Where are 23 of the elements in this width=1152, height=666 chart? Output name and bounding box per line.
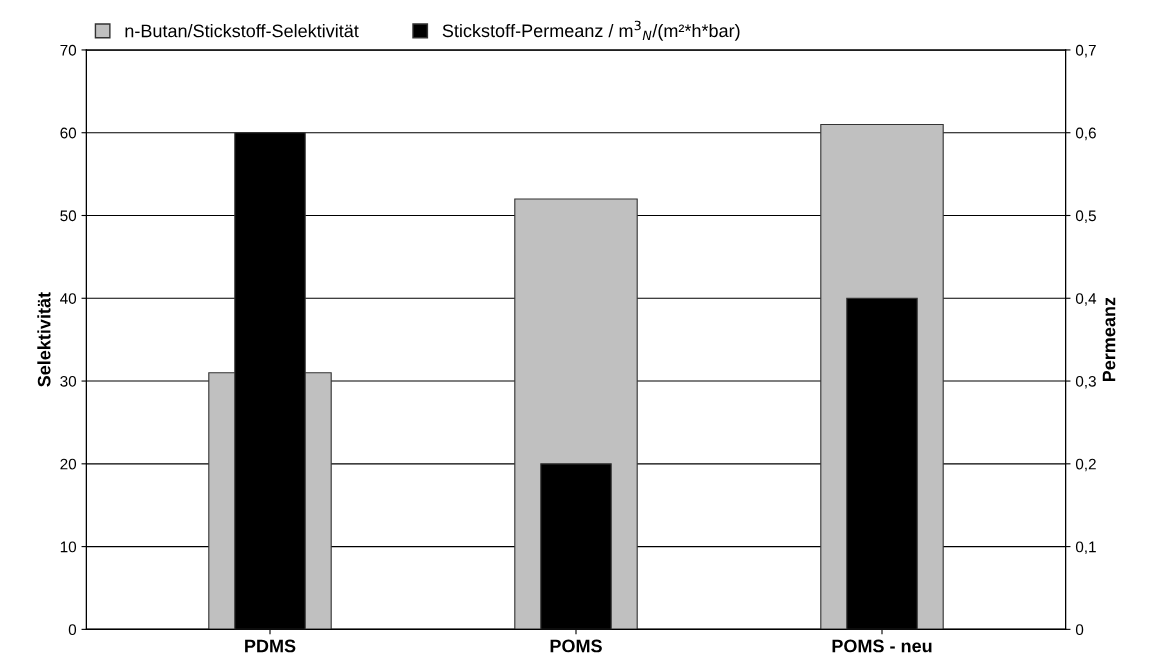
y2-tick-label: 0,5: [1075, 210, 1096, 223]
y2-axis-title: Permeanz: [1102, 297, 1116, 382]
y2-tick-label: 0,1: [1075, 541, 1096, 555]
x-tick-label: POMS - neu: [832, 639, 932, 653]
y-tick-label: 60: [60, 127, 77, 139]
legend-label: Stickstoff-Permeanz / m$^{3}$$_{N}$/(m²*h*bar): [442, 20, 740, 41]
y2-tick-label: 0,6: [1075, 127, 1096, 141]
y2-tick-label: 0,3: [1075, 375, 1096, 389]
y2-tick-label: 0,2: [1075, 458, 1096, 472]
y-tick-label: 0: [68, 624, 77, 636]
y-tick-label: 40: [60, 293, 77, 304]
y2-tick-label: 0: [1075, 624, 1084, 636]
y-tick-label: 70: [60, 44, 77, 56]
y-tick-label: 50: [60, 210, 77, 222]
x-tick-label: PDMS: [245, 639, 296, 653]
y2-tick-label: 0,4: [1075, 293, 1097, 306]
x-tick-label: POMS: [550, 639, 602, 653]
y-tick-label: 10: [60, 541, 77, 553]
legend-label: n-Butan/Stickstoff-Selektivität: [125, 24, 359, 38]
y-axis-title: Selektivität: [37, 292, 51, 387]
y-tick-label: 30: [60, 375, 77, 387]
y-tick-label: 20: [60, 458, 77, 470]
y2-tick-label: 0,7: [1075, 44, 1096, 58]
